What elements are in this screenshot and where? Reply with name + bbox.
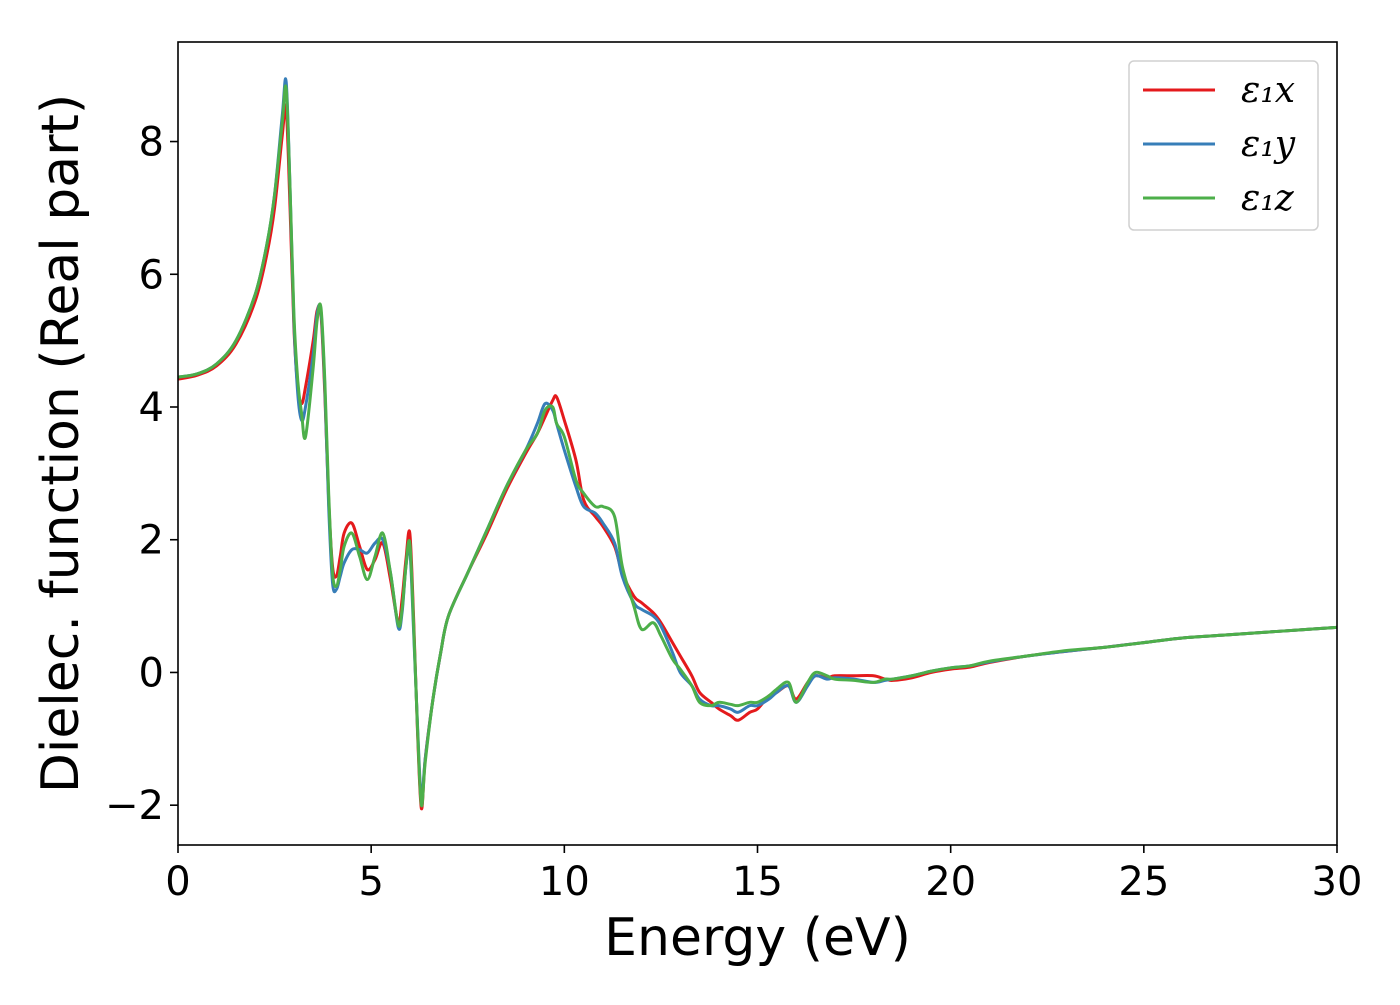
legend-label-1: ε₁y	[1241, 124, 1296, 165]
series-line-2	[178, 84, 1337, 808]
legend-box	[1128, 60, 1319, 231]
legend: ε₁x ε₁y ε₁z	[1128, 60, 1319, 231]
x-tick-label: 0	[165, 859, 190, 905]
y-axis: −2 0 2 4 6 8	[105, 120, 178, 829]
y-tick-label: 4	[139, 385, 164, 431]
x-tick-label: 20	[925, 859, 976, 905]
y-tick-label: 8	[139, 120, 164, 166]
y-tick-label: −2	[105, 783, 164, 829]
x-tick-label: 30	[1312, 859, 1363, 905]
x-tick-label: 10	[539, 859, 590, 905]
y-tick-label: 6	[139, 252, 164, 298]
legend-label-2: ε₁z	[1241, 178, 1295, 219]
legend-label-0: ε₁x	[1241, 70, 1295, 111]
y-tick-label: 2	[139, 518, 164, 564]
x-tick-label: 25	[1118, 859, 1169, 905]
y-tick-label: 0	[139, 650, 164, 696]
y-axis-title: Dielec. function (Real part)	[31, 94, 91, 793]
plot-lines-group	[178, 77, 1337, 811]
x-tick-label: 5	[358, 859, 383, 905]
x-tick-label: 15	[732, 859, 783, 905]
x-axis: 0 5 10 15 20 25 30	[165, 845, 1362, 905]
x-axis-title: Energy (eV)	[604, 908, 911, 968]
